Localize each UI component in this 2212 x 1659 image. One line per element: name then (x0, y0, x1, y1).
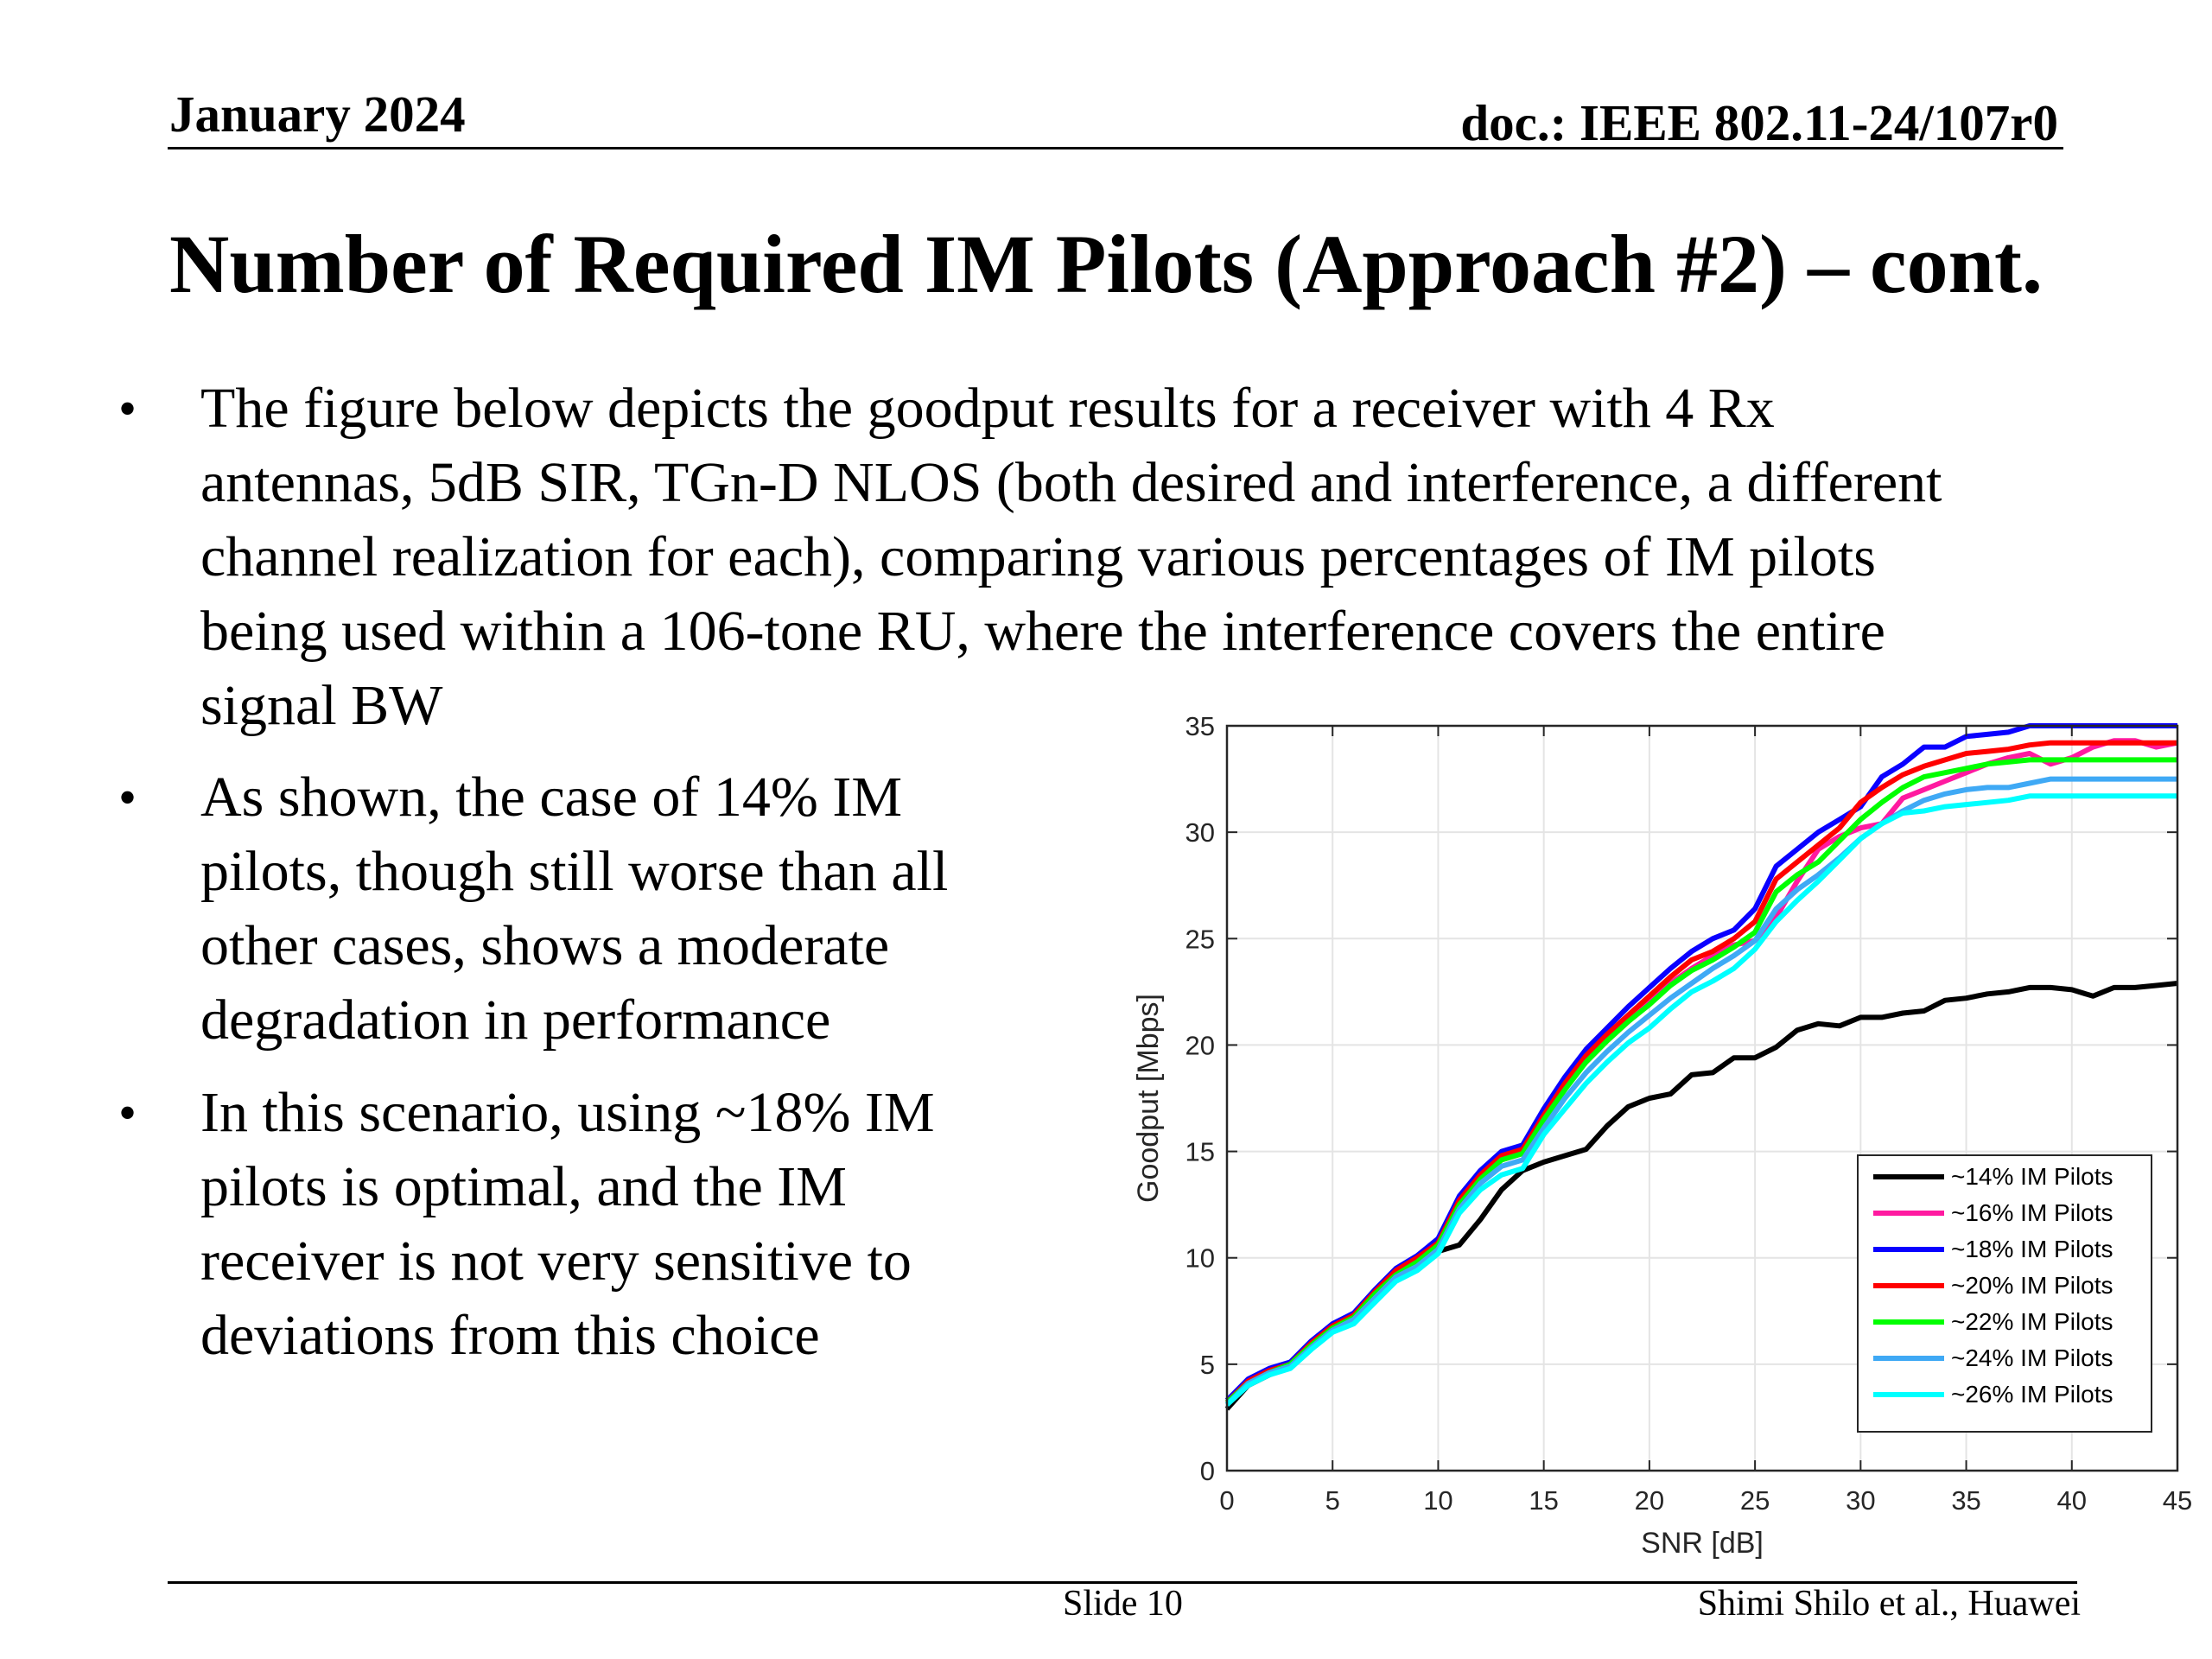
bullet-line: pilots, though still worse than all (200, 840, 949, 903)
bullet-line: receiver is not very sensitive to (200, 1230, 912, 1293)
x-tick-label: 20 (1635, 1485, 1664, 1516)
bullet-dot: • (118, 769, 137, 826)
goodput-chart: 0 5 10 15 20 25 30 35 40 45 0 5 10 15 20 25 30 35 SNR [dB]… (1132, 711, 2192, 1560)
bullet-line: As shown, the case of 14% IM (200, 766, 903, 829)
x-tick-label: 10 (1423, 1485, 1452, 1516)
bullet-line: signal BW (200, 674, 443, 737)
legend-label: ~18% IM Pilots (1951, 1236, 2113, 1262)
legend-label: ~16% IM Pilots (1951, 1199, 2113, 1226)
legend-label: ~14% IM Pilots (1951, 1163, 2113, 1190)
header-rule (168, 147, 2063, 149)
bullet-item: • In this scenario, using ~18% IM pilots… (118, 1076, 1082, 1373)
series-line (1224, 793, 2177, 1407)
footer-author: Shimi Shilo et al., Huawei (1697, 1584, 2081, 1624)
x-tick-label: 15 (1529, 1485, 1558, 1516)
footer-slide-number: Slide 10 (1063, 1584, 1183, 1624)
y-tick-label: 35 (1185, 711, 1215, 741)
x-tick-label: 0 (1219, 1485, 1234, 1516)
y-tick-label: 5 (1200, 1350, 1215, 1380)
bullet-line: antennas, 5dB SIR, TGn-D NLOS (both desi… (200, 451, 1942, 514)
slide-title: Number of Required IM Pilots (Approach #… (169, 218, 2043, 310)
y-axis-label: Goodput [Mbps] (1132, 994, 1165, 1203)
axes-box (1225, 724, 2179, 1472)
bullet-line: degradation in performance (200, 988, 831, 1052)
bullet-line: In this scenario, using ~18% IM (200, 1081, 935, 1144)
y-tick-label: 30 (1185, 817, 1215, 848)
bullet-line: pilots is optimal, and the IM (200, 1155, 847, 1218)
bullet-item: • As shown, the case of 14% IM pilots, t… (118, 760, 1082, 1058)
x-tick-label: 25 (1740, 1485, 1770, 1516)
x-axis-label: SNR [dB] (1641, 1527, 1764, 1560)
y-tick-label: 15 (1185, 1137, 1215, 1167)
x-tick-label: 30 (1846, 1485, 1875, 1516)
x-tick-label: 45 (2163, 1485, 2192, 1516)
y-tick-label: 25 (1185, 924, 1215, 954)
bullet-line: being used within a 106-tone RU, where t… (200, 600, 1885, 663)
series-line (1224, 776, 2177, 1407)
bullet-line: deviations from this choice (200, 1304, 820, 1367)
y-tick-label: 0 (1200, 1456, 1215, 1486)
legend-label: ~26% IM Pilots (1951, 1381, 2113, 1408)
legend-label: ~20% IM Pilots (1951, 1272, 2113, 1299)
y-tick-label: 20 (1185, 1030, 1215, 1060)
header-date: January 2024 (169, 86, 466, 143)
bullet-dot: • (118, 1084, 137, 1141)
header-doc-id: doc.: IEEE 802.11-24/107r0 (1460, 94, 2058, 151)
x-tick-label: 5 (1325, 1485, 1340, 1516)
footer-rule (168, 1581, 2077, 1584)
bullet-line: channel realization for each), comparing… (200, 525, 1876, 588)
x-tick-label: 40 (2057, 1485, 2087, 1516)
legend-label: ~22% IM Pilots (1951, 1308, 2113, 1335)
bullet-line: The figure below depicts the goodput res… (200, 377, 1775, 440)
bullet-dot: • (118, 380, 137, 437)
bullet-item: • The figure below depicts the goodput r… (118, 372, 2127, 743)
y-tick-label: 10 (1185, 1243, 1215, 1274)
legend-label: ~24% IM Pilots (1951, 1344, 2113, 1371)
legend-box (1857, 1154, 2152, 1433)
bullet-line: other cases, shows a moderate (200, 914, 890, 977)
x-tick-label: 35 (1951, 1485, 1980, 1516)
